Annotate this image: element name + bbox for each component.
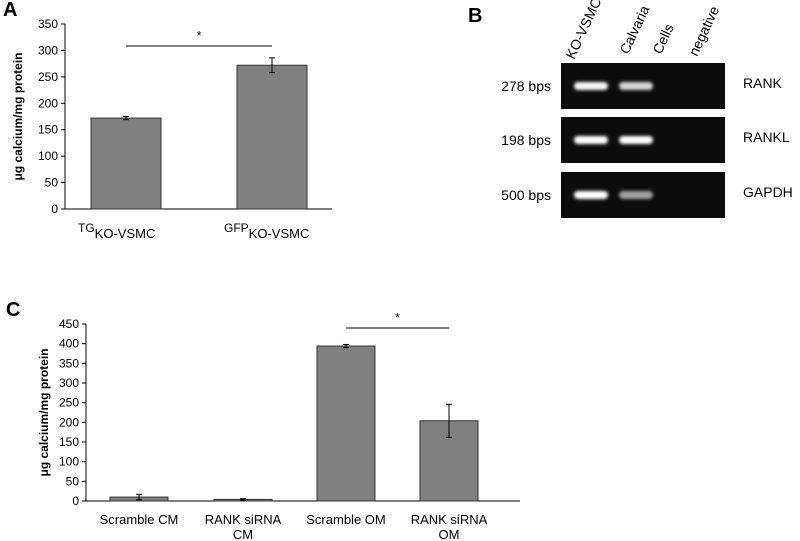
category-main: TG (78, 221, 95, 235)
band-size-label: 278 bps (501, 78, 551, 94)
category-subscript: KO-VSMC (95, 226, 156, 241)
panel-c-letter: C (6, 299, 20, 321)
gene-label: GAPDH (743, 184, 793, 200)
gel-band (619, 136, 653, 144)
category-subscript: KO-VSMC (249, 226, 310, 241)
category-main: GFP (224, 221, 249, 235)
panel-a-chart: 0 50 100 150 200 250 300 350 μg calcium/mg prote… (11, 17, 332, 241)
x-category-label: RANK siRNA (205, 512, 282, 527)
x-category-label: Scramble OM (306, 512, 385, 527)
y-axis-label: μg calcium/mg protein (11, 52, 25, 180)
y-tick-label: 50 (45, 176, 59, 190)
lane-label: negative (685, 3, 722, 58)
y-tick-label: 50 (66, 474, 80, 488)
bar (90, 117, 162, 210)
y-tick-label: 350 (59, 356, 79, 370)
x-category-label: Scramble CM (100, 512, 179, 527)
y-tick-label: 200 (38, 96, 58, 110)
panel-a-letter: A (3, 0, 17, 21)
y-tick-label: 250 (38, 70, 58, 84)
band-size-label: 198 bps (501, 132, 551, 148)
y-tick-label: 250 (59, 396, 79, 410)
gel-band (619, 82, 653, 90)
y-tick-label: 0 (51, 202, 58, 216)
x-category-label-line2: CM (233, 527, 253, 541)
y-tick-label: 300 (38, 43, 58, 57)
gel-band (619, 191, 653, 199)
y-tick-label: 0 (72, 494, 79, 508)
y-tick-label: 300 (59, 376, 79, 390)
bar (316, 345, 376, 502)
panel-b-letter: B (468, 5, 482, 27)
y-tick-label: 100 (59, 455, 79, 469)
lane-label: KO-VSMC (562, 0, 604, 61)
significance-label: * (395, 310, 400, 325)
gene-label: RANK (743, 75, 783, 91)
significance-label: * (196, 28, 201, 43)
y-tick-label: 150 (59, 435, 79, 449)
bar (236, 64, 308, 210)
gene-label: RANKL (743, 129, 790, 145)
gel-band (574, 136, 608, 144)
band-size-label: 500 bps (501, 187, 551, 203)
y-tick-label: 400 (59, 337, 79, 351)
x-category-label: RANK siRNA (411, 512, 488, 527)
x-category-label: TGKO-VSMC (78, 221, 155, 241)
gel-band (574, 82, 608, 90)
y-tick-label: 100 (38, 149, 58, 163)
y-axis-label: μg calcium/mg protein (37, 348, 51, 476)
y-tick-label: 150 (38, 123, 58, 137)
y-tick-label: 450 (59, 317, 79, 331)
x-category-label: GFPKO-VSMC (224, 221, 309, 241)
y-tick-label: 200 (59, 415, 79, 429)
lane-label-line1: Calvaria (616, 3, 652, 56)
gel-band (574, 191, 608, 199)
y-tick-label: 350 (38, 17, 58, 31)
x-category-label-line2: OM (439, 527, 460, 541)
lane-label-line2: Cells (649, 21, 677, 56)
panel-c-chart: 0 50 100 150 200 250 300 350 400 450 μg calcium/mg… (37, 310, 520, 541)
